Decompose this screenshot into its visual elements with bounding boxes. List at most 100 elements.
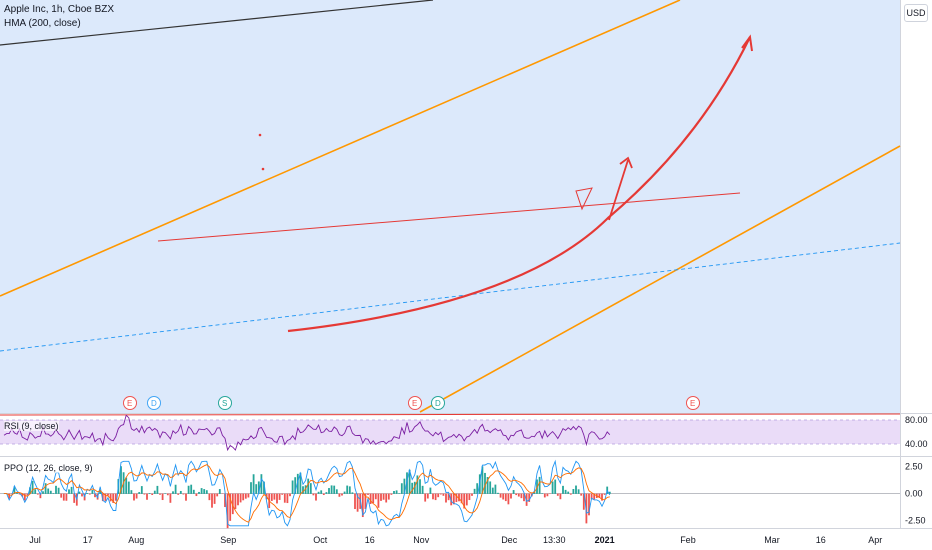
ppo-histogram-bar (593, 493, 596, 500)
rsi-pane-label[interactable]: RSI (9, close) (4, 421, 59, 431)
ppo-histogram-bar (68, 489, 70, 494)
event-marker-label: E (127, 399, 132, 408)
ppo-histogram-bar (489, 481, 492, 494)
ppo-histogram-bar (218, 489, 221, 494)
ppo-histogram-bar (239, 493, 242, 503)
ppo-histogram-bar (185, 493, 187, 501)
ppo-histogram-bar (559, 493, 562, 500)
ppo-histogram-bar (302, 486, 304, 494)
ppo-histogram-bar (29, 487, 31, 494)
ppo-histogram-bar (60, 493, 63, 498)
ppo-histogram-bar (473, 488, 476, 494)
ppo-histogram-bar (416, 475, 419, 494)
ppo-histogram-bar (504, 493, 507, 502)
marker-dot (258, 133, 262, 137)
ppo-histogram-bar (273, 493, 276, 500)
ppo-histogram-bar (36, 493, 39, 495)
ppo-histogram-bar (546, 493, 549, 497)
ppo-histogram-bar (603, 493, 606, 495)
ppo-histogram-bar (439, 493, 442, 495)
ppo-histogram-bar (226, 493, 229, 529)
ppo-histogram-bar (385, 493, 388, 503)
rsi-line (3, 414, 611, 452)
ppo-histogram-bar (452, 493, 455, 505)
ppo-pane-label[interactable]: PPO (12, 26, close, 9) (4, 463, 93, 473)
ppo-histogram-bar (590, 493, 593, 500)
ppo-histogram-bar (31, 480, 34, 494)
ppo-histogram-bar (572, 489, 575, 494)
ppo-histogram-bar (419, 479, 421, 494)
ppo-histogram-bar (525, 493, 528, 506)
ppo-histogram-bar (208, 493, 211, 501)
ppo-histogram-bar (369, 493, 372, 504)
ppo-histogram-bar (169, 493, 172, 503)
currency-button[interactable]: USD (904, 4, 928, 22)
ppo-histogram-bar (257, 481, 260, 494)
ppo-histogram-bar (65, 493, 68, 501)
ppo-histogram-bar (164, 493, 167, 494)
ppo-histogram-bar (390, 493, 393, 495)
ppo-histogram-bar (283, 493, 286, 503)
hma-legend[interactable]: HMA (200, close) (4, 18, 81, 29)
ppo-histogram-bar (16, 492, 18, 494)
ppo-histogram-bar (8, 493, 11, 499)
ppo-histogram-bar (140, 486, 143, 494)
ppo-histogram-bar (556, 493, 559, 496)
ppo-histogram-bar (463, 493, 466, 509)
breakout-arrowhead (619, 156, 633, 169)
marker-dot (261, 167, 265, 171)
ppo-histogram-bar (299, 472, 302, 494)
ppo-histogram-bar (88, 493, 91, 495)
ppo-histogram-bar (179, 490, 182, 494)
ppo-histogram-bar (455, 493, 458, 503)
ppo-histogram-bar (213, 493, 216, 504)
ppo-histogram-bar (502, 493, 505, 500)
ppo-histogram-bar (224, 493, 226, 507)
ppo-histogram-bar (182, 493, 185, 495)
ppo-histogram-bar (307, 478, 310, 494)
ppo-histogram-bar (393, 490, 395, 494)
ppo-histogram-bar (361, 493, 364, 518)
ppo-histogram-bar (39, 493, 42, 499)
time-tick-label: 13:30 (543, 535, 566, 545)
ppo-histogram-bar (315, 493, 317, 501)
ppo-histogram-bar (458, 493, 460, 502)
ppo-histogram-bar (101, 493, 104, 502)
event-marker-E (686, 396, 700, 410)
ppo-histogram-bar (133, 493, 135, 501)
ppo-histogram-bar (585, 493, 588, 524)
ppo-histogram-bar (434, 493, 437, 501)
channel-lower-line (419, 145, 901, 413)
ppo-histogram-bar (112, 493, 115, 503)
ppo-histogram-bar (411, 482, 414, 494)
ppo-histogram-bar (260, 474, 263, 494)
event-marker-label: D (435, 399, 441, 408)
ppo-histogram-bar (252, 474, 255, 494)
ppo-histogram-bar (312, 493, 315, 496)
pennant-shape (575, 187, 593, 211)
time-tick-label: 2021 (595, 535, 615, 545)
ppo-histogram-bar (107, 493, 109, 496)
ppo-histogram-bar (304, 485, 307, 494)
ppo-histogram-bar (130, 490, 133, 494)
ppo-histogram-bar (26, 493, 29, 496)
ppo-histogram-bar (81, 493, 83, 497)
ppo-histogram-bar (372, 493, 375, 504)
ppo-histogram-bar (294, 477, 297, 494)
ppo-histogram-bar (408, 469, 411, 494)
ppo-histogram-bar (289, 493, 291, 497)
ppo-histogram-bar (569, 493, 572, 495)
ppo-histogram-bar (276, 493, 278, 504)
ppo-histogram-bar (120, 466, 122, 494)
symbol-legend[interactable]: Apple Inc, 1h, Cboe BZX (4, 4, 115, 15)
ppo-histogram-bar (270, 493, 273, 501)
ppo-histogram-bar (52, 493, 55, 494)
ppo-histogram-bar (523, 493, 525, 502)
ppo-histogram-bar (335, 489, 338, 494)
ppo-histogram-bar (515, 493, 518, 496)
ppo-histogram-bar (356, 493, 359, 512)
ppo-histogram-bar (195, 493, 198, 497)
ppo-histogram-bar (166, 493, 169, 496)
ppo-histogram-bar (564, 489, 567, 494)
